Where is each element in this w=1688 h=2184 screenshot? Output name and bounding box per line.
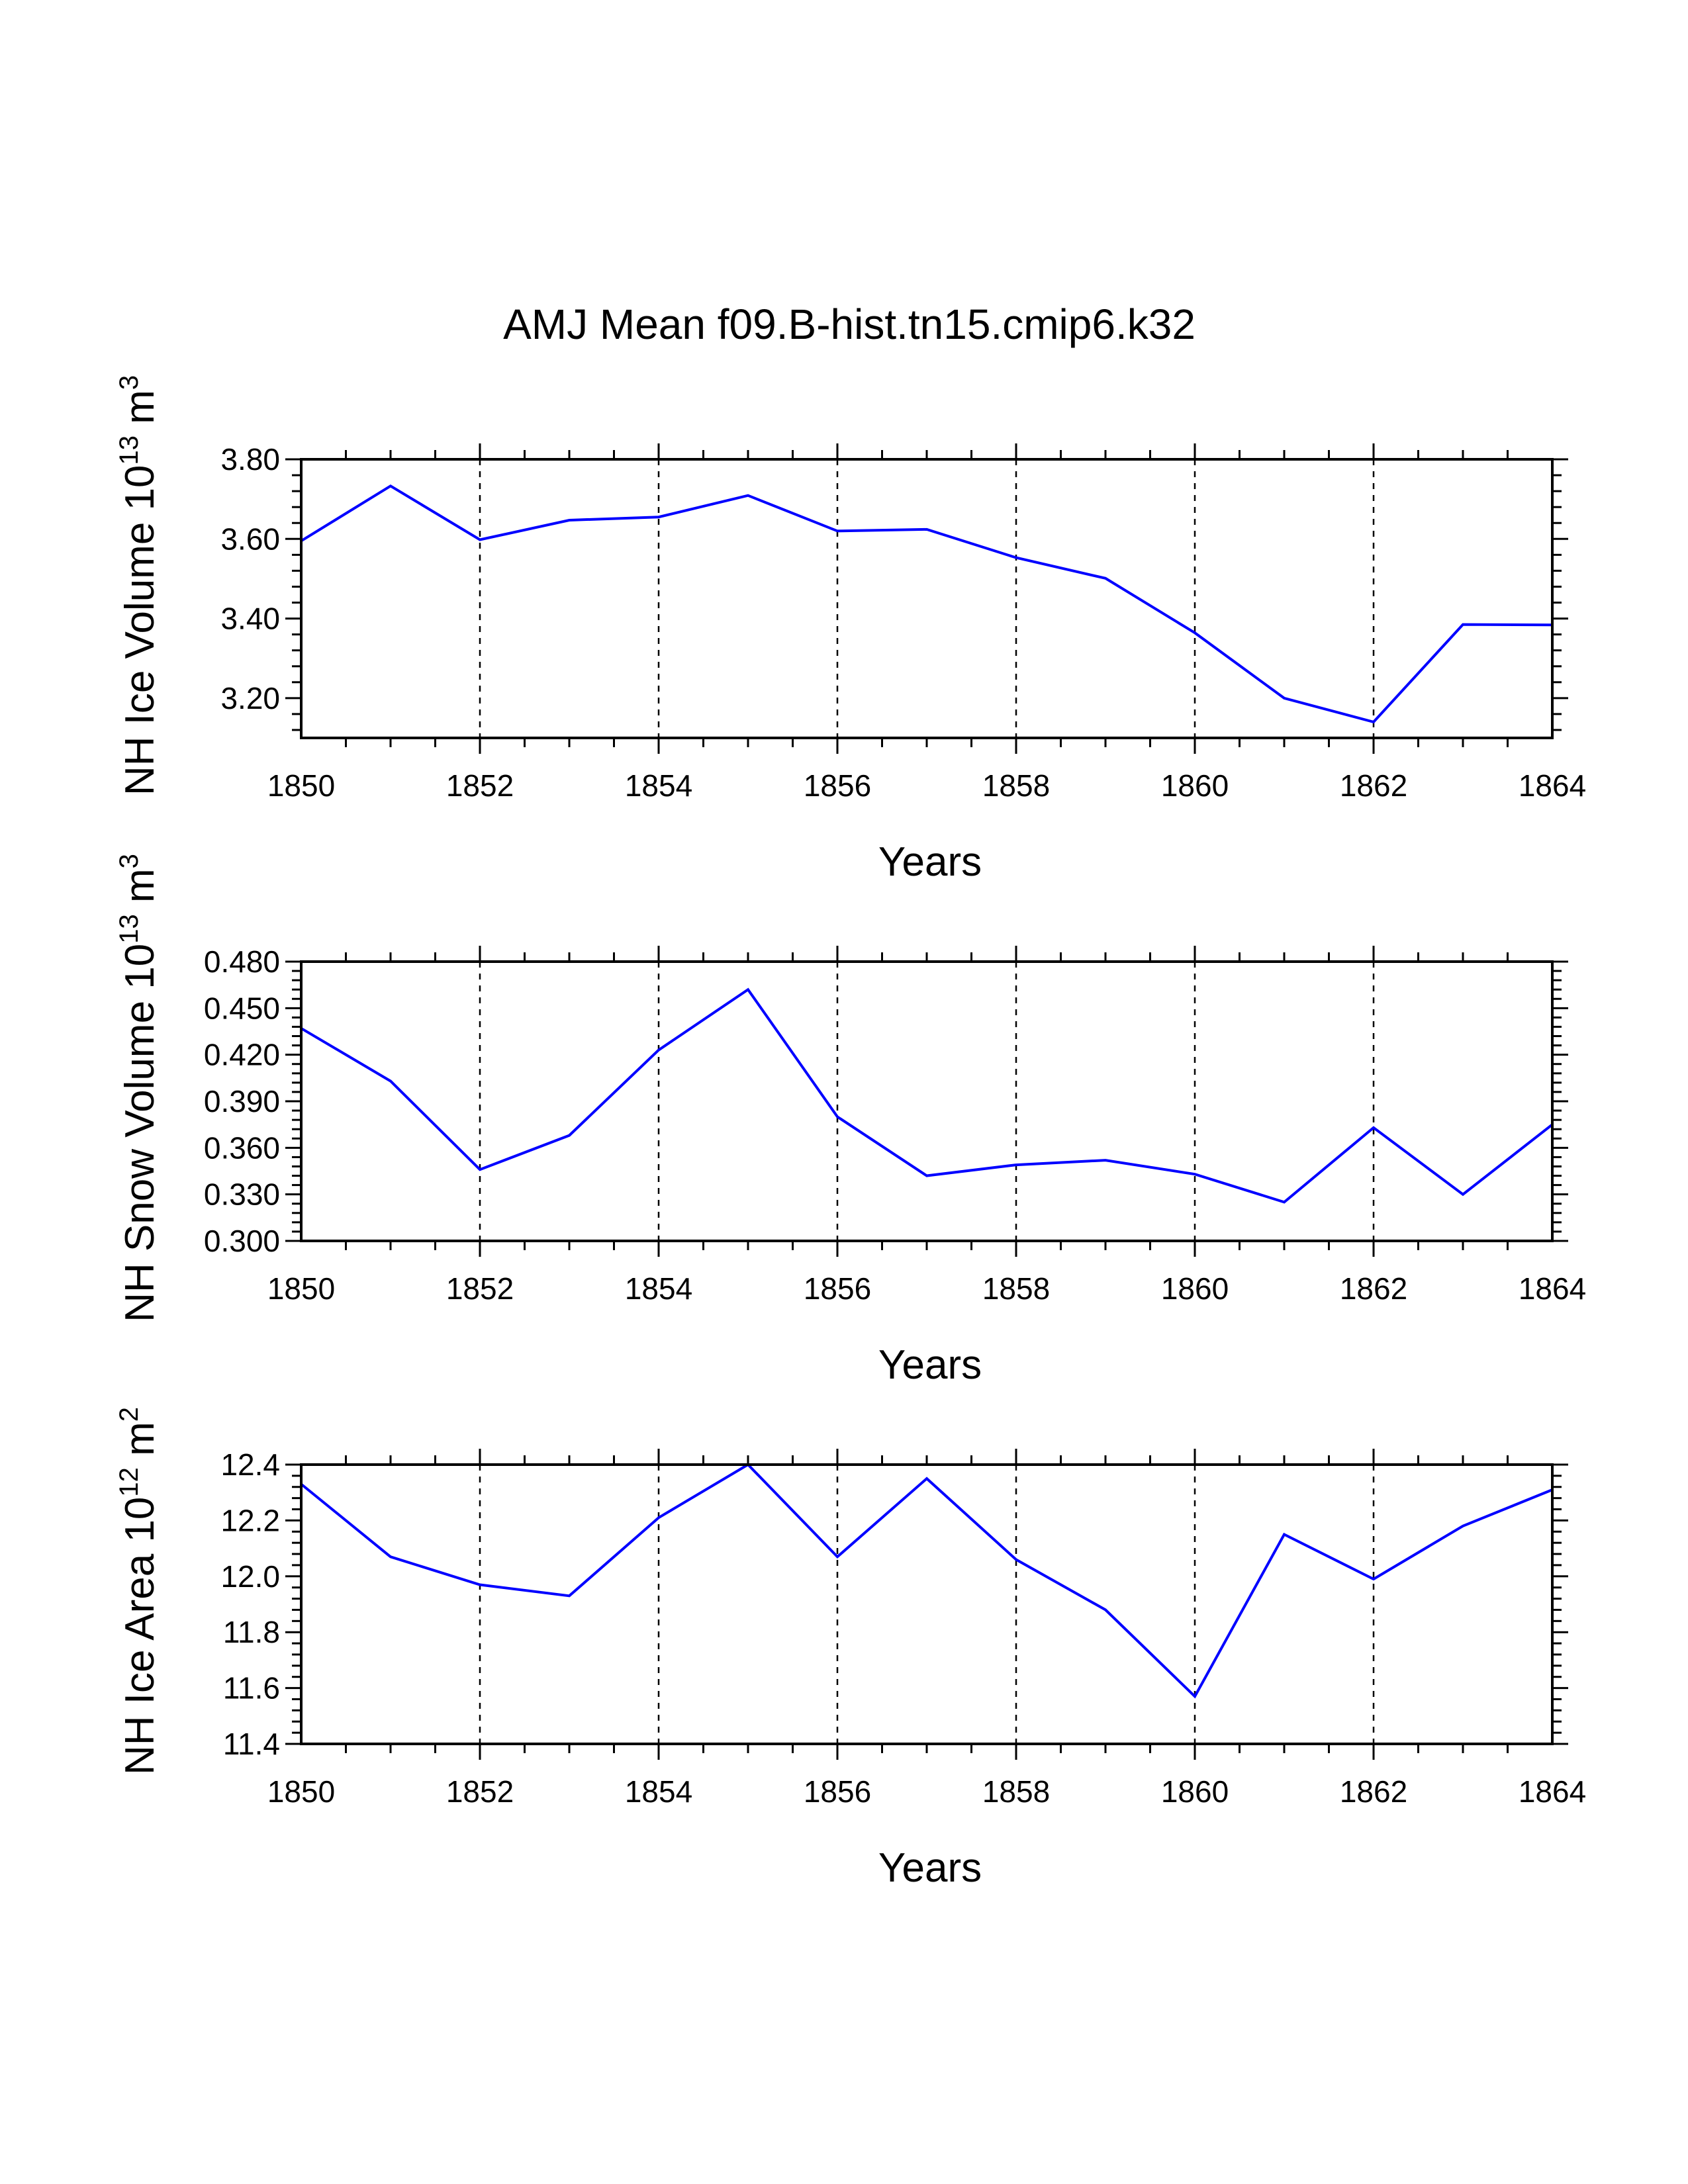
snow-volume-y-tick-label: 0.480 [204, 944, 280, 979]
snow-volume-x-tick-label: 1854 [625, 1271, 692, 1306]
snow-volume-x-tick-label: 1850 [267, 1271, 335, 1306]
snow-volume-x-tick-label: 1862 [1340, 1271, 1407, 1306]
ice-volume-y-tick-label: 3.20 [220, 681, 280, 715]
snow-volume-x-tick-label: 1864 [1519, 1271, 1586, 1306]
snow-volume-panel: 1850 1852 1854 1856 1858 1860 1862 1864 0.480 0.4… [115, 854, 1586, 1388]
chart-title: AMJ Mean f09.B-hist.tn15.cmip6.k32 [503, 300, 1196, 348]
snow-volume-y-tick-label: 0.450 [204, 991, 280, 1025]
ice-area-x-axis-label: Years [878, 1845, 982, 1891]
snow-volume-y-tick-label: 0.360 [204, 1130, 280, 1165]
ice-volume-y-tick-label: 3.60 [220, 522, 280, 556]
ice-volume-y-axis-label: NH Ice Volume 1013 m3 [115, 375, 163, 796]
ice-volume-panel: 1850 1852 1854 1856 1858 1860 1862 1864 3.80 3.60… [115, 375, 1586, 885]
ice-volume-x-tick-label: 1856 [804, 768, 871, 803]
ice-volume-x-tick-label: 1854 [625, 768, 692, 803]
ice-volume-x-tick-label: 1864 [1519, 768, 1586, 803]
snow-volume-y-tick-label: 0.330 [204, 1177, 280, 1212]
snow-volume-y-tick-label: 0.300 [204, 1224, 280, 1258]
snow-volume-series-line [300, 987, 1554, 1204]
snow-volume-y-tick-label: 0.390 [204, 1084, 280, 1118]
ice-area-x-tick-label: 1850 [267, 1774, 335, 1809]
snow-volume-y-tick-label: 0.420 [204, 1038, 280, 1072]
ice-volume-y-tick-label: 3.40 [220, 602, 280, 636]
snow-volume-x-tick-label: 1860 [1161, 1271, 1229, 1306]
snow-volume-y-axis-label: NH Snow Volume 1013 m3 [115, 854, 163, 1322]
snow-volume-x-tick-label: 1858 [982, 1271, 1050, 1306]
ice-area-y-tick-label: 12.0 [220, 1559, 280, 1594]
ice-area-y-tick-label: 12.4 [220, 1447, 280, 1482]
ice-area-x-tick-label: 1856 [804, 1774, 871, 1809]
ice-area-plot-frame [300, 1463, 1554, 1745]
snow-volume-plot-frame [300, 960, 1554, 1242]
ice-area-series-line [300, 1463, 1553, 1699]
ice-volume-x-tick-label: 1852 [446, 768, 514, 803]
ice-volume-y-tick-label: 3.80 [220, 442, 280, 477]
ice-area-y-tick-label: 11.4 [223, 1727, 280, 1761]
ice-volume-x-tick-label: 1850 [267, 768, 335, 803]
ice-area-x-tick-label: 1858 [982, 1774, 1050, 1809]
ice-area-x-tick-label: 1864 [1519, 1774, 1586, 1809]
ice-volume-series-line [300, 484, 1553, 724]
ice-volume-x-axis-label: Years [878, 839, 982, 885]
ice-area-y-tick-label: 11.6 [223, 1671, 280, 1706]
ice-area-panel: 1850 1852 1854 1856 1858 1860 1862 1864 12.4 12.2… [115, 1407, 1586, 1891]
ice-area-y-tick-label: 12.2 [220, 1503, 280, 1537]
ice-volume-x-tick-label: 1862 [1340, 768, 1407, 803]
ice-area-x-tick-label: 1852 [446, 1774, 514, 1809]
ice-volume-plot-frame [300, 458, 1554, 739]
ice-area-x-tick-label: 1862 [1340, 1774, 1407, 1809]
ice-area-y-tick-label: 11.8 [223, 1615, 280, 1649]
snow-volume-x-tick-label: 1852 [446, 1271, 514, 1306]
snow-volume-x-axis-label: Years [878, 1342, 982, 1388]
ice-volume-x-tick-label: 1858 [982, 768, 1050, 803]
snow-volume-x-tick-label: 1856 [804, 1271, 871, 1306]
ice-area-y-axis-label: NH Ice Area 1012 m2 [115, 1407, 163, 1775]
ice-area-x-tick-label: 1854 [625, 1774, 692, 1809]
ice-volume-x-tick-label: 1860 [1161, 768, 1229, 803]
ice-area-x-tick-label: 1860 [1161, 1774, 1229, 1809]
